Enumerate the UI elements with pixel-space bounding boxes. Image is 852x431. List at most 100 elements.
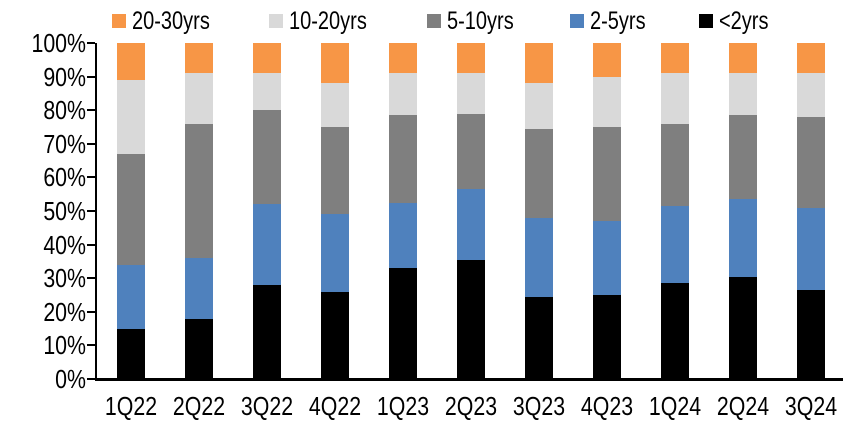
bar-1Q23: [389, 43, 417, 379]
x-category-label: 3Q22: [240, 391, 294, 421]
bar-segment-2yrs-1Q22: [117, 328, 145, 379]
y-tick-mark: [87, 210, 95, 212]
bar-segment-1020yrs-3Q22: [253, 73, 281, 111]
x-category-label: 3Q24: [784, 391, 838, 421]
y-tick-mark: [87, 243, 95, 246]
x-category-label: 1Q23: [376, 391, 430, 421]
bar-segment-25yrs-2Q24: [729, 199, 757, 277]
legend-swatch-icon: [699, 14, 714, 28]
bar-segment-2yrs-3Q23: [525, 296, 553, 379]
legend-item: 10-20yrs: [269, 7, 386, 35]
y-tick-mark: [87, 109, 95, 112]
bar-segment-2030yrs-3Q23: [525, 43, 553, 84]
legend-swatch-icon: [269, 14, 284, 28]
y-tick-label: 60%: [43, 162, 86, 193]
y-tick-mark: [87, 176, 95, 179]
y-tick-label: 80%: [43, 95, 86, 126]
bar-segment-1020yrs-3Q23: [525, 83, 553, 129]
bar-segment-2030yrs-2Q24: [729, 43, 757, 74]
bar-segment-25yrs-4Q23: [593, 221, 621, 295]
bar-segment-2030yrs-2Q22: [185, 43, 213, 74]
bar-segment-1020yrs-1Q24: [661, 73, 689, 124]
bar-3Q22: [253, 43, 281, 379]
bar-segment-510yrs-1Q24: [661, 123, 689, 206]
plot-area: [97, 43, 845, 379]
bar-segment-1020yrs-1Q22: [117, 80, 145, 154]
legend-swatch-icon: [112, 14, 126, 28]
bar-segment-2030yrs-1Q24: [661, 43, 689, 74]
bar-segment-1020yrs-1Q23: [389, 73, 417, 116]
bar-segment-510yrs-3Q24: [797, 116, 825, 208]
bar-2Q22: [185, 43, 213, 379]
bar-segment-1020yrs-2Q24: [729, 73, 757, 116]
bar-segment-2yrs-1Q23: [389, 268, 417, 379]
x-category-label: 4Q22: [308, 391, 362, 421]
bar-segment-510yrs-4Q22: [321, 127, 349, 215]
bar-3Q24: [797, 43, 825, 379]
bar-segment-25yrs-1Q23: [389, 202, 417, 269]
bar-segment-510yrs-2Q23: [457, 113, 485, 190]
bar-segment-510yrs-3Q23: [525, 128, 553, 218]
bar-segment-510yrs-2Q22: [185, 123, 213, 259]
y-tick-label: 20%: [43, 296, 86, 327]
y-tick-label: 70%: [43, 128, 86, 159]
bar-2Q24: [729, 43, 757, 379]
y-tick-label: 0%: [55, 364, 86, 394]
bar-segment-2yrs-2Q22: [185, 318, 213, 379]
x-category-label: 1Q24: [648, 391, 702, 421]
bar-3Q23: [525, 43, 553, 379]
legend-swatch-icon: [569, 14, 584, 28]
bar-segment-1020yrs-2Q23: [457, 73, 485, 114]
y-tick-label: 100%: [31, 28, 87, 58]
x-category-label: 2Q22: [172, 391, 226, 421]
y-tick-mark: [87, 75, 95, 78]
legend: 20-30yrs 10-20yrs 5-10yrs 2-5yrs <2yrs: [112, 6, 821, 36]
y-tick-label: 40%: [43, 229, 86, 260]
bar-segment-25yrs-2Q22: [185, 258, 213, 319]
legend-item: 5-10yrs: [426, 7, 530, 35]
x-category-label: 1Q22: [104, 391, 158, 421]
bar-segment-1020yrs-2Q22: [185, 73, 213, 124]
bar-segment-25yrs-3Q22: [253, 204, 281, 285]
legend-item: 20-30yrs: [112, 7, 229, 35]
y-tick-mark: [87, 142, 95, 145]
x-category-label: 2Q23: [444, 391, 498, 421]
legend-label: 10-20yrs: [289, 7, 368, 35]
legend-label: <2yrs: [719, 7, 769, 35]
bar-segment-510yrs-4Q23: [593, 127, 621, 222]
bar-segment-2yrs-3Q24: [797, 289, 825, 379]
legend-item: 2-5yrs: [569, 7, 659, 35]
y-tick-label: 50%: [43, 196, 86, 226]
bar-segment-25yrs-4Q22: [321, 214, 349, 292]
bar-segment-2yrs-4Q22: [321, 291, 349, 379]
bar-segment-1020yrs-4Q23: [593, 76, 621, 128]
y-tick-label: 10%: [43, 330, 86, 361]
x-axis-line: [95, 378, 843, 381]
bar-segment-25yrs-2Q23: [457, 189, 485, 260]
x-category-label: 4Q23: [580, 391, 634, 421]
y-tick-label: 30%: [43, 263, 86, 294]
bar-segment-2yrs-2Q24: [729, 276, 757, 379]
bar-segment-510yrs-1Q23: [389, 115, 417, 203]
bar-segment-2030yrs-3Q24: [797, 43, 825, 74]
bar-4Q22: [321, 43, 349, 379]
bar-segment-1020yrs-4Q22: [321, 83, 349, 128]
bar-segment-25yrs-1Q24: [661, 205, 689, 284]
bar-segment-510yrs-3Q22: [253, 110, 281, 205]
bar-segment-510yrs-2Q24: [729, 115, 757, 200]
legend-label: 5-10yrs: [446, 7, 514, 35]
bar-1Q22: [117, 43, 145, 379]
bar-segment-25yrs-3Q24: [797, 207, 825, 290]
bar-segment-2030yrs-1Q22: [117, 43, 145, 80]
bar-segment-2030yrs-4Q22: [321, 43, 349, 84]
bar-segment-2yrs-1Q24: [661, 283, 689, 379]
legend-label: 2-5yrs: [589, 7, 646, 35]
bar-segment-2030yrs-3Q22: [253, 43, 281, 74]
bar-segment-2yrs-2Q23: [457, 259, 485, 379]
y-tick-mark: [87, 42, 95, 44]
y-tick-label: 90%: [43, 61, 86, 92]
bar-segment-2030yrs-4Q23: [593, 43, 621, 77]
legend-swatch-icon: [426, 14, 441, 28]
bar-segment-25yrs-3Q23: [525, 217, 553, 297]
